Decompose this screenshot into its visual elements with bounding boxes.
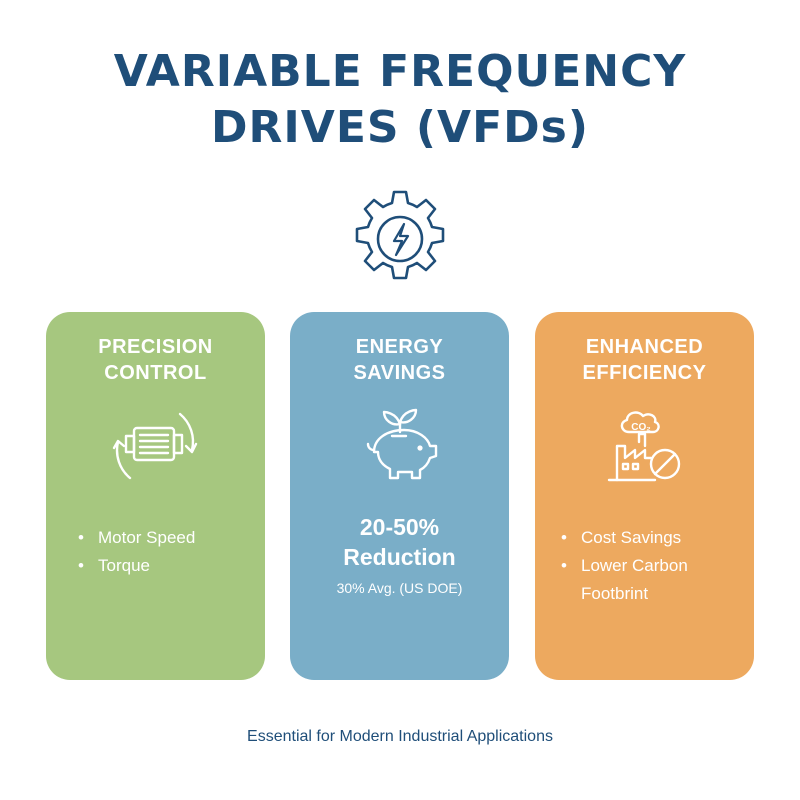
savings-stat: 20-50% Reduction — [290, 512, 509, 572]
list-item: Lower Carbon — [561, 552, 688, 580]
card-title-line-1: ENERGY — [355, 336, 444, 358]
card-title-line-1: ENHANCED — [585, 336, 704, 358]
card-title: ENERGY SAVINGS — [290, 334, 509, 386]
footer-tagline: Essential for Modern Industrial Applicat… — [247, 728, 553, 745]
title-line-2: DRIVES (VFDs) — [211, 102, 589, 153]
bullet-list: Cost Savings Lower Carbon Footbrint — [561, 524, 688, 608]
piggy-bank-sprout-icon — [366, 408, 437, 480]
stat-label: Reduction — [343, 544, 456, 570]
co2-label: CO₂ — [631, 422, 650, 433]
gear-lightning-icon — [355, 190, 445, 280]
card-title-line-2: SAVINGS — [353, 362, 446, 384]
card-title-line-1: PRECISION — [98, 336, 213, 358]
bullet-list: Motor Speed Torque — [78, 524, 195, 580]
stat-value: 20-50% — [359, 514, 440, 540]
list-item-continuation: Footbrint — [581, 584, 649, 603]
card-title: ENHANCED EFFICIENCY — [535, 334, 754, 386]
stat-note: 30% Avg. (US DOE) — [336, 580, 463, 596]
list-item: Cost Savings — [561, 524, 688, 552]
page-title: VARIABLE FREQUENCY DRIVES (VFDs) — [0, 44, 800, 156]
card-energy-savings: ENERGY SAVINGS 20-50% Reduction 30% Avg.… — [290, 312, 509, 680]
title-line-1: VARIABLE FREQUENCY — [113, 46, 687, 97]
card-precision-control: PRECISION CONTROL Motor Speed Torque — [46, 312, 265, 680]
factory-co2-icon: CO₂ — [607, 411, 680, 482]
card-title-line-2: EFFICIENCY — [582, 362, 707, 384]
card-enhanced-efficiency: ENHANCED EFFICIENCY CO₂ Cost Savings Low… — [535, 312, 754, 680]
motor-rotation-icon — [112, 412, 197, 480]
list-item: Torque — [78, 552, 195, 580]
card-title: PRECISION CONTROL — [46, 334, 265, 386]
list-item: Motor Speed — [78, 524, 195, 552]
card-title-line-2: CONTROL — [104, 362, 207, 384]
